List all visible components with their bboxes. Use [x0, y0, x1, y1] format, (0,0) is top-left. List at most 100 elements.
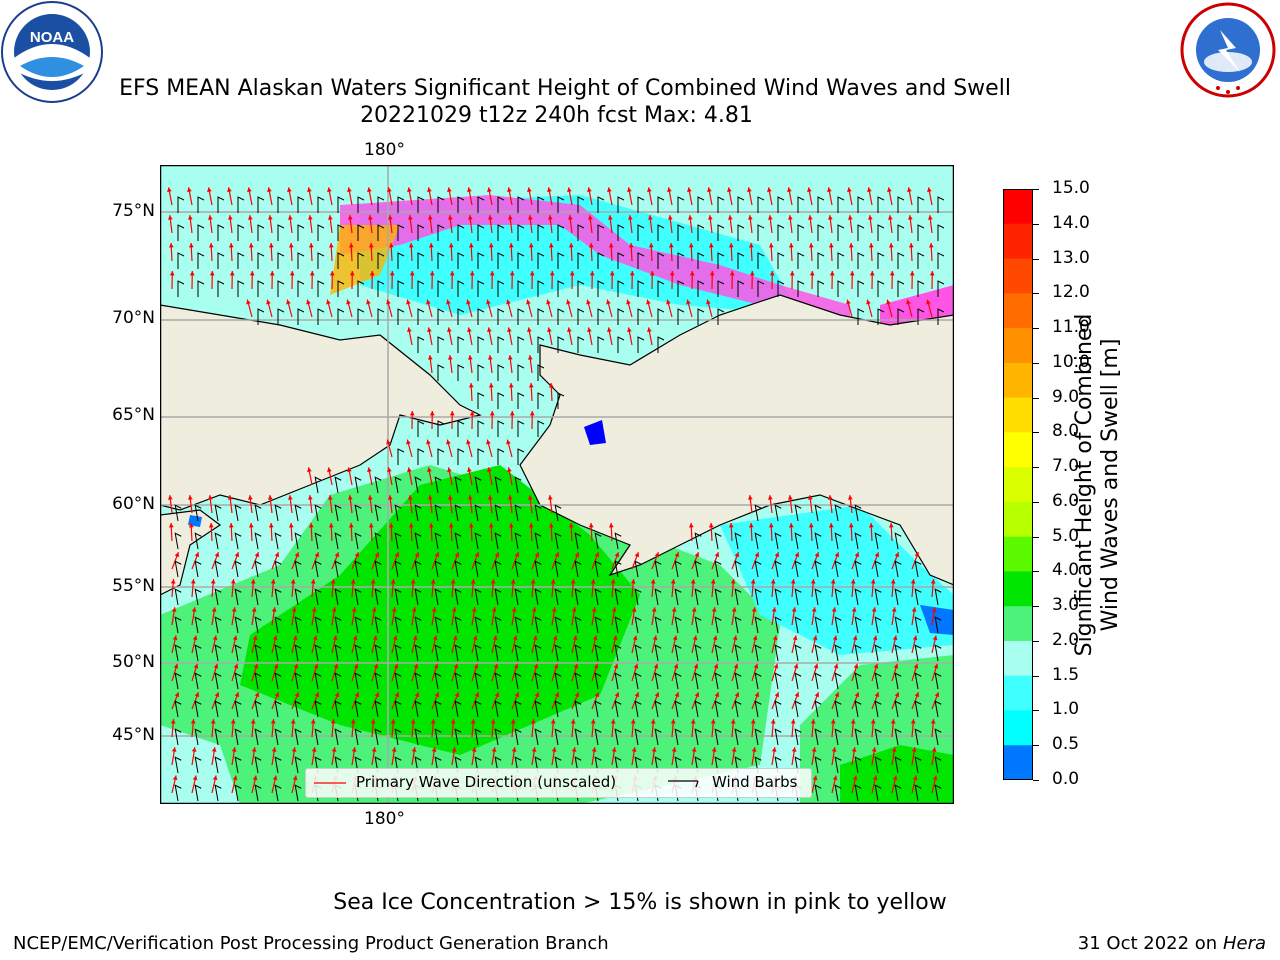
- wave-arrowhead: [287, 187, 292, 193]
- wave-arrowhead: [873, 663, 879, 669]
- wind-barb: [417, 448, 425, 465]
- wind-barb: [737, 224, 745, 241]
- wind-barb: [174, 728, 182, 746]
- wind-barb: [617, 196, 625, 213]
- wave-arrowhead: [526, 299, 531, 305]
- wind-barb: [914, 756, 922, 774]
- wind-barb: [557, 336, 565, 353]
- wind-barb: [314, 756, 322, 774]
- wind-barb: [294, 560, 302, 578]
- colorbar-swatch: [1003, 536, 1033, 572]
- wave-arrowhead: [411, 607, 417, 612]
- wind-barb: [377, 196, 385, 213]
- wave-arrowhead: [374, 692, 380, 698]
- wind-barb: [294, 504, 302, 522]
- wind-barb: [534, 588, 542, 606]
- wind-barb: [574, 700, 582, 718]
- lat-label-70: 70°N: [112, 308, 155, 328]
- wave-arrowhead: [868, 523, 874, 528]
- wave-arrowhead: [547, 327, 552, 333]
- wind-barb: [314, 560, 322, 578]
- colorbar-title: Significant Height of Combined Wind Wave…: [1072, 314, 1124, 657]
- wave-arrowhead: [567, 215, 573, 220]
- wave-arrowhead: [867, 215, 873, 220]
- wave-arrowhead: [551, 607, 557, 612]
- wave-arrowhead: [369, 271, 375, 276]
- wind-barb: [477, 392, 485, 409]
- wave-arrowhead: [228, 243, 234, 248]
- wind-barb: [754, 672, 762, 690]
- wind-barb: [377, 252, 385, 269]
- wave-arrowhead: [210, 579, 216, 584]
- wind-barb: [654, 728, 662, 746]
- wave-arrowhead: [606, 299, 611, 305]
- wind-barb: [214, 616, 222, 634]
- wind-barb: [234, 616, 242, 634]
- wind-barb: [634, 560, 642, 578]
- wind-barb: [934, 700, 942, 718]
- wave-arrowhead: [754, 552, 760, 558]
- wind-barb: [597, 336, 605, 353]
- wave-arrowhead: [211, 747, 217, 752]
- wind-barb: [674, 700, 682, 718]
- wind-barb: [214, 644, 222, 662]
- wind-barb: [254, 504, 262, 522]
- wind-barb: [514, 644, 522, 662]
- wave-arrowhead: [208, 523, 214, 528]
- wave-arrowhead: [810, 579, 816, 584]
- wind-barb: [414, 644, 422, 662]
- wave-arrowhead: [909, 271, 915, 276]
- lat-label-75: 75°N: [112, 201, 155, 221]
- wave-arrowhead: [774, 692, 780, 698]
- wave-arrowhead: [467, 327, 472, 333]
- wind-barb: [217, 280, 225, 297]
- wind-barb: [357, 196, 365, 213]
- wind-barb: [174, 504, 182, 522]
- wave-arrowhead: [734, 692, 740, 698]
- wind-barb: [437, 224, 445, 241]
- wind-barb: [437, 364, 445, 381]
- wind-barb: [374, 644, 382, 662]
- wind-barb: [694, 728, 702, 746]
- wind-barb: [574, 756, 582, 774]
- wind-barb: [714, 616, 722, 634]
- wave-arrowhead: [614, 552, 620, 558]
- wind-barb: [754, 588, 762, 606]
- wind-barb: [357, 224, 365, 241]
- wave-arrowhead: [187, 215, 193, 220]
- wave-arrowhead: [768, 243, 774, 248]
- wave-arrowhead: [470, 719, 476, 724]
- wave-arrowhead: [868, 243, 874, 248]
- wave-arrowhead: [506, 439, 511, 445]
- colorbar-swatch: [1003, 501, 1033, 538]
- wave-arrowhead: [208, 243, 214, 248]
- wave-arrowhead: [847, 215, 853, 220]
- wind-barb: [457, 280, 465, 297]
- wave-arrowhead: [672, 635, 678, 641]
- wave-arrowhead: [274, 692, 280, 698]
- wind-barb: [654, 672, 662, 690]
- wind-barb: [414, 700, 422, 718]
- wind-barb: [354, 588, 362, 606]
- wave-arrowhead: [327, 467, 332, 473]
- wind-barb: [494, 532, 502, 550]
- wind-barb: [237, 280, 245, 297]
- wind-barb: [634, 616, 642, 634]
- wind-barb: [374, 672, 382, 690]
- wave-arrowhead: [847, 495, 853, 500]
- wave-arrowhead: [427, 467, 432, 473]
- wave-arrowhead: [829, 271, 835, 276]
- wind-barb: [434, 728, 442, 746]
- wind-barb: [637, 252, 645, 269]
- wave-arrowhead: [814, 692, 820, 698]
- wind-barb: [834, 616, 842, 634]
- wind-barb: [854, 616, 862, 634]
- wave-arrowhead: [548, 243, 554, 248]
- footer-date: 31 Oct 2022 on Hera: [1078, 933, 1266, 954]
- wave-arrowhead: [507, 495, 513, 500]
- wind-barb: [577, 252, 585, 269]
- wind-barb: [557, 308, 565, 325]
- wind-barb: [754, 756, 762, 774]
- wave-arrowhead: [409, 271, 415, 276]
- lat-label-50: 50°N: [112, 652, 155, 672]
